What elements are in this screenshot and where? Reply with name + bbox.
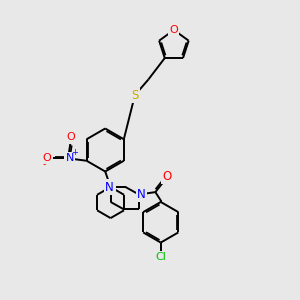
Text: N: N <box>65 153 74 163</box>
Text: +: + <box>71 148 78 158</box>
Text: Cl: Cl <box>155 253 166 262</box>
Text: -: - <box>43 159 46 169</box>
Text: N: N <box>105 181 113 194</box>
Text: O: O <box>43 153 52 164</box>
Text: O: O <box>66 133 75 142</box>
Text: S: S <box>131 88 139 102</box>
Text: N: N <box>137 188 146 201</box>
Text: N: N <box>106 180 115 193</box>
Text: O: O <box>169 25 178 35</box>
Text: O: O <box>162 170 171 183</box>
